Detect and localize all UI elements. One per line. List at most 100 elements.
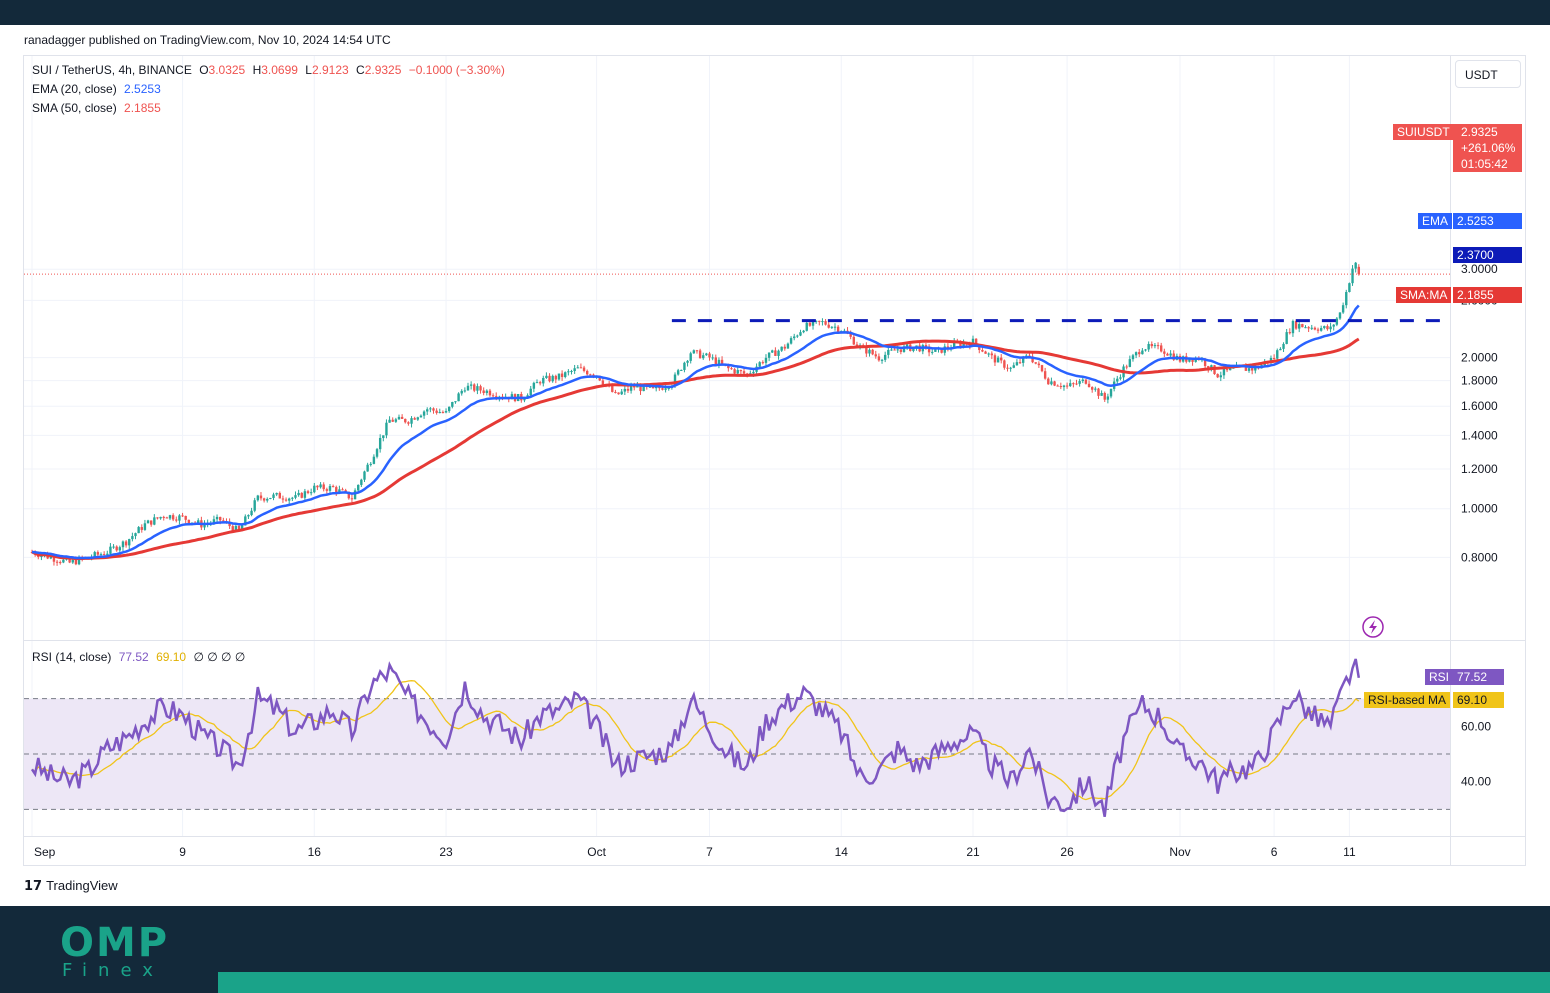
candle-body bbox=[783, 346, 786, 349]
candle-body bbox=[836, 326, 840, 332]
candle-body bbox=[397, 416, 401, 420]
candle-body bbox=[479, 386, 482, 391]
candle-body bbox=[1034, 362, 1037, 364]
candle-body bbox=[1285, 332, 1288, 344]
candle-body bbox=[313, 485, 316, 493]
candle-body bbox=[1084, 379, 1088, 384]
candle-body bbox=[1012, 365, 1015, 368]
candle-body bbox=[623, 388, 627, 392]
candle-body bbox=[391, 419, 394, 422]
tradingview-logo[interactable]: 17 TradingView bbox=[24, 878, 118, 894]
brand-logo-bottom: Finex bbox=[62, 960, 164, 981]
candle-body bbox=[181, 515, 184, 517]
ema-legend[interactable]: EMA (20, close) 2.5253 bbox=[32, 82, 165, 96]
candle-body bbox=[799, 332, 802, 336]
candle-body bbox=[203, 523, 206, 528]
candle-body bbox=[156, 517, 159, 519]
candle-body bbox=[912, 347, 915, 351]
close-value: 2.9325 bbox=[364, 63, 402, 77]
candle-body bbox=[742, 371, 746, 374]
candle-body bbox=[1056, 385, 1059, 387]
candle-body bbox=[952, 341, 956, 348]
symbol-tag: SUIUSDT bbox=[1393, 124, 1454, 140]
candle-body bbox=[981, 349, 984, 352]
candle-body bbox=[1003, 360, 1006, 368]
candle-body bbox=[341, 489, 344, 491]
candle-body bbox=[197, 520, 200, 523]
candle-body bbox=[974, 338, 978, 345]
candle-body bbox=[1216, 374, 1219, 378]
candle-body bbox=[366, 464, 369, 472]
candle-body bbox=[165, 517, 169, 519]
candle-body bbox=[347, 491, 351, 499]
price-tag-countdown: 01:05:42 bbox=[1461, 157, 1508, 171]
candle-body bbox=[291, 497, 294, 499]
time-tick-label: 26 bbox=[1060, 845, 1074, 859]
candle-body bbox=[410, 418, 413, 424]
candle-body bbox=[1329, 326, 1332, 330]
candle-body bbox=[1006, 367, 1009, 369]
candle-body bbox=[692, 350, 696, 354]
candle-body bbox=[322, 484, 325, 490]
candle-body bbox=[382, 435, 385, 438]
bottom-accent-bar bbox=[218, 972, 1550, 993]
candle-body bbox=[1310, 327, 1313, 329]
time-tick-label: 11 bbox=[1343, 845, 1356, 859]
candle-body bbox=[300, 492, 303, 498]
candle-body bbox=[331, 486, 335, 488]
sma-legend[interactable]: SMA (50, close) 2.1855 bbox=[32, 101, 165, 115]
rsi-legend[interactable]: RSI (14, close) 77.52 69.10 ∅ ∅ ∅ ∅ bbox=[32, 650, 249, 664]
candle-body bbox=[664, 388, 667, 390]
candle-body bbox=[115, 546, 118, 551]
candle-body bbox=[1109, 388, 1113, 397]
candle-body bbox=[883, 354, 887, 360]
candle-body bbox=[432, 408, 435, 411]
candle-body bbox=[463, 390, 467, 392]
candle-body bbox=[1103, 392, 1106, 400]
candle-body bbox=[357, 484, 360, 491]
candle-body bbox=[1313, 327, 1317, 330]
resistance-tag: 2.3700 bbox=[1453, 247, 1522, 263]
rsi-line bbox=[30, 658, 1361, 817]
candle-body bbox=[871, 349, 874, 355]
candle-body bbox=[551, 375, 554, 382]
candle-body bbox=[542, 377, 545, 384]
candle-body bbox=[984, 351, 987, 354]
price-tick-label: 1.6000 bbox=[1461, 399, 1498, 413]
candle-body bbox=[548, 375, 551, 382]
candle-body bbox=[275, 492, 278, 495]
candle-body bbox=[702, 355, 705, 359]
candle-body bbox=[1301, 324, 1304, 328]
candle-body bbox=[1018, 362, 1022, 364]
candle-body bbox=[309, 492, 313, 494]
candle-body bbox=[959, 342, 962, 347]
candle-body bbox=[990, 353, 994, 356]
rsi-tick-label: 60.00 bbox=[1461, 719, 1491, 733]
candle-body bbox=[560, 373, 564, 377]
time-tick-label: Nov bbox=[1169, 845, 1190, 859]
candle-body bbox=[52, 556, 56, 562]
candle-body bbox=[987, 353, 990, 355]
candle-body bbox=[1138, 352, 1141, 355]
candle-body bbox=[1015, 362, 1019, 366]
candle-body bbox=[1009, 367, 1012, 369]
price-tag-change: +261.06% bbox=[1461, 141, 1516, 155]
candle-body bbox=[1163, 351, 1166, 354]
candle-body bbox=[1081, 379, 1084, 382]
candle-body bbox=[887, 349, 890, 355]
candle-body bbox=[1106, 396, 1110, 400]
candle-body bbox=[686, 360, 689, 363]
candle-body bbox=[99, 554, 103, 556]
candle-body bbox=[868, 349, 871, 354]
currency-selector[interactable]: USDT bbox=[1455, 60, 1521, 88]
candle-body bbox=[215, 516, 219, 520]
candle-body bbox=[767, 352, 771, 358]
price-tick-label: 2.0000 bbox=[1461, 351, 1498, 365]
candle-body bbox=[880, 359, 884, 361]
price-tick-label: 0.8000 bbox=[1461, 550, 1498, 564]
candle-body bbox=[774, 350, 777, 356]
candle-body bbox=[1323, 326, 1326, 329]
candle-body bbox=[1332, 324, 1335, 327]
candle-body bbox=[175, 519, 178, 521]
